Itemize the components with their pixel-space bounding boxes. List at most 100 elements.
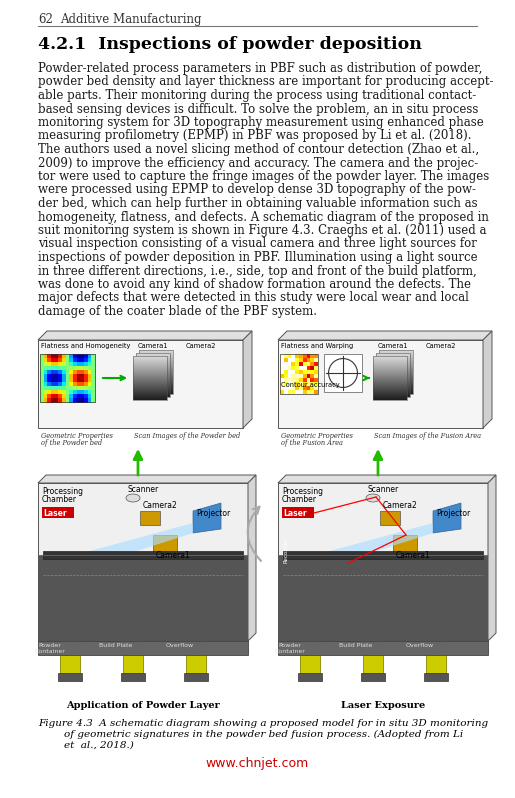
Bar (136, 395, 170, 396)
Text: Camera2: Camera2 (186, 343, 216, 349)
Bar (291, 386, 296, 390)
Bar (373, 358, 407, 359)
Text: Application of Powder Layer: Application of Powder Layer (66, 701, 220, 710)
Text: Flatness and Homogeneity: Flatness and Homogeneity (41, 343, 130, 349)
Bar (133, 359, 167, 360)
Bar (373, 391, 407, 392)
Bar (51, 382, 55, 386)
Bar (299, 382, 303, 386)
Bar (55, 394, 59, 398)
Bar (303, 378, 307, 382)
Bar (139, 359, 173, 360)
Bar (136, 359, 170, 360)
Bar (284, 358, 288, 362)
Bar (58, 386, 62, 390)
Bar (133, 394, 167, 395)
Bar (303, 390, 307, 394)
Bar (303, 370, 307, 374)
Text: based sensing devices is difficult. To solve the problem, an in situ process: based sensing devices is difficult. To s… (38, 102, 478, 116)
Bar (314, 362, 318, 366)
Bar (280, 362, 284, 366)
Bar (379, 352, 413, 353)
Bar (44, 354, 48, 358)
Bar (136, 363, 170, 364)
Bar (306, 382, 311, 386)
Polygon shape (68, 523, 193, 557)
Bar (136, 358, 170, 359)
Bar (58, 673, 82, 681)
Text: Camera2: Camera2 (426, 343, 456, 349)
Bar (282, 507, 314, 518)
Bar (73, 374, 77, 378)
Bar (284, 366, 288, 370)
Bar (373, 376, 407, 377)
Bar (133, 379, 167, 380)
Bar (376, 359, 410, 360)
Text: Overflow: Overflow (406, 643, 434, 648)
Bar (295, 378, 299, 382)
Bar (376, 392, 410, 393)
Bar (133, 378, 167, 379)
Bar (306, 374, 311, 378)
Bar (299, 386, 303, 390)
Bar (376, 386, 410, 387)
Text: suit monitoring system is shown in Figure 4.3. Craeghs et al. (2011) used a: suit monitoring system is shown in Figur… (38, 224, 487, 237)
Bar (73, 366, 77, 370)
Bar (299, 362, 303, 366)
Bar (77, 386, 81, 390)
Bar (136, 387, 170, 388)
Bar (373, 367, 407, 368)
Bar (280, 370, 284, 374)
Bar (73, 354, 77, 358)
Bar (376, 364, 410, 365)
Bar (51, 370, 55, 374)
Bar (55, 382, 59, 386)
Text: Recoater: Recoater (284, 539, 289, 563)
Bar (376, 371, 410, 372)
Bar (139, 355, 173, 356)
Bar (136, 365, 170, 366)
Bar (38, 641, 248, 655)
Bar (136, 390, 170, 391)
Text: Projector: Projector (436, 509, 470, 518)
Bar (376, 383, 410, 384)
Text: Camera2: Camera2 (383, 501, 418, 510)
Bar (88, 398, 92, 402)
Bar (280, 354, 318, 394)
Bar (361, 673, 385, 681)
Bar (291, 362, 296, 366)
Bar (91, 366, 95, 370)
Bar (373, 364, 407, 365)
Bar (47, 378, 52, 382)
Bar (77, 378, 81, 382)
Bar (136, 373, 170, 374)
Bar (376, 353, 410, 354)
Text: of the Powder bed: of the Powder bed (41, 439, 102, 447)
Bar (133, 372, 167, 373)
Bar (123, 641, 143, 673)
Bar (139, 367, 173, 368)
Bar (40, 362, 44, 366)
Text: 62: 62 (38, 13, 53, 26)
Bar (70, 378, 74, 382)
Bar (376, 375, 410, 376)
Bar (373, 383, 407, 384)
Bar (91, 398, 95, 402)
Bar (133, 356, 167, 400)
Bar (70, 358, 74, 362)
Bar (133, 387, 167, 388)
Bar (80, 390, 84, 394)
Bar (280, 390, 284, 394)
Text: Contour accuracy: Contour accuracy (281, 382, 339, 388)
Bar (291, 378, 296, 382)
Bar (303, 382, 307, 386)
Bar (136, 374, 170, 375)
Text: Build Plate: Build Plate (339, 643, 373, 648)
Bar (379, 372, 413, 373)
Bar (40, 370, 44, 374)
Bar (376, 366, 410, 367)
Bar (55, 378, 59, 382)
Bar (62, 362, 66, 366)
Text: tor were used to capture the fringe images of the powder layer. The images: tor were used to capture the fringe imag… (38, 170, 489, 183)
Bar (373, 398, 407, 399)
